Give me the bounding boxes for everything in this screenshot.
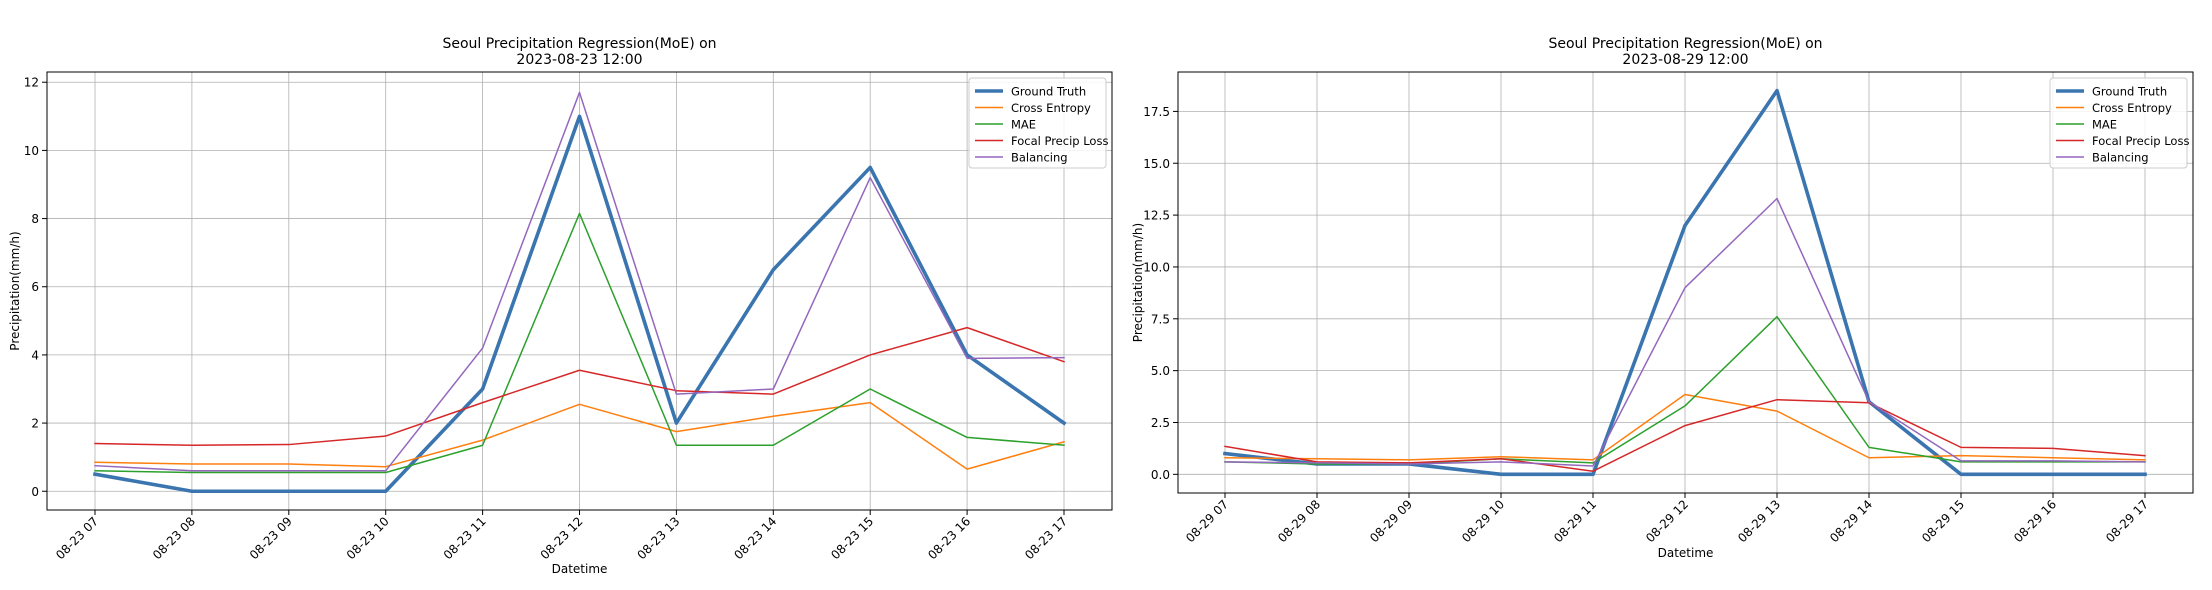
y-tick-label: 2.5 [1151,416,1170,430]
series-line-focal-precip-loss [1224,398,2146,472]
axes-frame [1177,71,2194,494]
y-tick-label: 12 [24,76,39,90]
x-tick-label: 08-29 10 [1459,497,1507,545]
x-tick-label: 08-29 17 [2103,497,2151,545]
legend-label: MAE [2092,118,2117,132]
series-line-balancing [1224,197,2146,467]
chart-right: 0.0 2.5 5.0 7.5 10.0 12.5 15.0 17.5 08-29 07 08-2… [1131,36,2194,560]
legend-label: Focal Precip Loss [1011,134,1108,148]
y-tick-label: 7.5 [1151,312,1170,326]
legend-label: Ground Truth [1011,85,1086,99]
legend-box [2049,77,2188,169]
series-line-mae [94,212,1065,474]
x-tick-label: 08-23 14 [731,514,779,562]
chart-title-line1: Seoul Precipitation Regression(MoE) on [442,36,716,52]
legend-label: Cross Entropy [2092,101,2172,115]
x-tick-label: 08-23 12 [538,514,586,562]
x-tick-label: 08-29 11 [1551,497,1599,545]
x-tick-label: 08-23 11 [441,514,489,562]
y-tick-label: 4 [31,348,39,362]
x-axis-label: Datetime [1658,546,1714,560]
x-tick-label: 08-29 08 [1275,497,1323,545]
x-tick-label: 08-23 10 [344,514,392,562]
legend-label: Cross Entropy [1011,101,1091,115]
series-line-ground-truth [92,114,1067,494]
series-line-cross-entropy [1224,393,2146,461]
x-tick-label: 08-29 09 [1367,497,1415,545]
x-tick-label: 08-23 17 [1022,514,1070,562]
legend-label: Balancing [1011,151,1068,165]
y-tick-label: 10 [24,144,39,158]
y-tick-label: 2 [31,417,39,431]
x-tick-label: 08-29 13 [1735,497,1783,545]
y-tick-label: 10.0 [1143,260,1170,274]
y-tick-label: 0.0 [1151,468,1170,482]
x-tick-label: 08-29 15 [1919,497,1967,545]
legend: Ground Truth Cross Entropy MAE Focal Precip… [2049,77,2189,169]
chart-title-line2: 2023-08-23 12:00 [516,52,642,68]
x-tick-label: 08-23 08 [150,514,198,562]
y-tick-label: 5.0 [1151,364,1170,378]
y-tick-label: 12.5 [1143,209,1170,223]
x-tick-label: 08-23 07 [53,514,101,562]
legend-box [968,77,1107,169]
x-tick-label: 08-23 15 [828,514,876,562]
y-axis-label: Precipitation(mm/h) [8,231,22,350]
x-tick-label: 08-23 09 [247,514,295,562]
chart-title-line1: Seoul Precipitation Regression(MoE) on [1548,36,1822,52]
legend-label: Focal Precip Loss [2092,134,2189,148]
x-tick-label: 08-23 16 [925,514,973,562]
y-axis-label: Precipitation(mm/h) [1131,223,1145,342]
y-tick-label: 8 [31,212,39,226]
x-tick-label: 08-29 07 [1183,497,1231,545]
legend-label: MAE [1011,118,1036,132]
y-tick-label: 6 [31,280,39,294]
series-line-focal-precip-loss [94,326,1065,446]
series-line-cross-entropy [94,401,1065,470]
chart-left: 0 2 4 6 8 10 12 08-23 07 08-23 08 08-23 09 08-23 1… [8,36,1113,576]
legend: Ground Truth Cross Entropy MAE Focal Precip… [968,77,1108,169]
x-tick-label: 08-23 13 [634,514,682,562]
chart-title-line2: 2023-08-29 12:00 [1622,52,1748,68]
y-tick-label: 0 [31,485,39,499]
x-tick-label: 08-29 16 [2011,497,2059,545]
y-tick-label: 15.0 [1143,157,1170,171]
series-line-balancing [94,91,1065,472]
y-tick-label: 17.5 [1143,105,1170,119]
x-tick-label: 08-29 12 [1643,497,1691,545]
legend-label: Ground Truth [2092,85,2167,99]
x-tick-label: 08-29 14 [1827,497,1875,545]
x-axis-label: Datetime [552,562,608,576]
legend-label: Balancing [2092,151,2149,165]
